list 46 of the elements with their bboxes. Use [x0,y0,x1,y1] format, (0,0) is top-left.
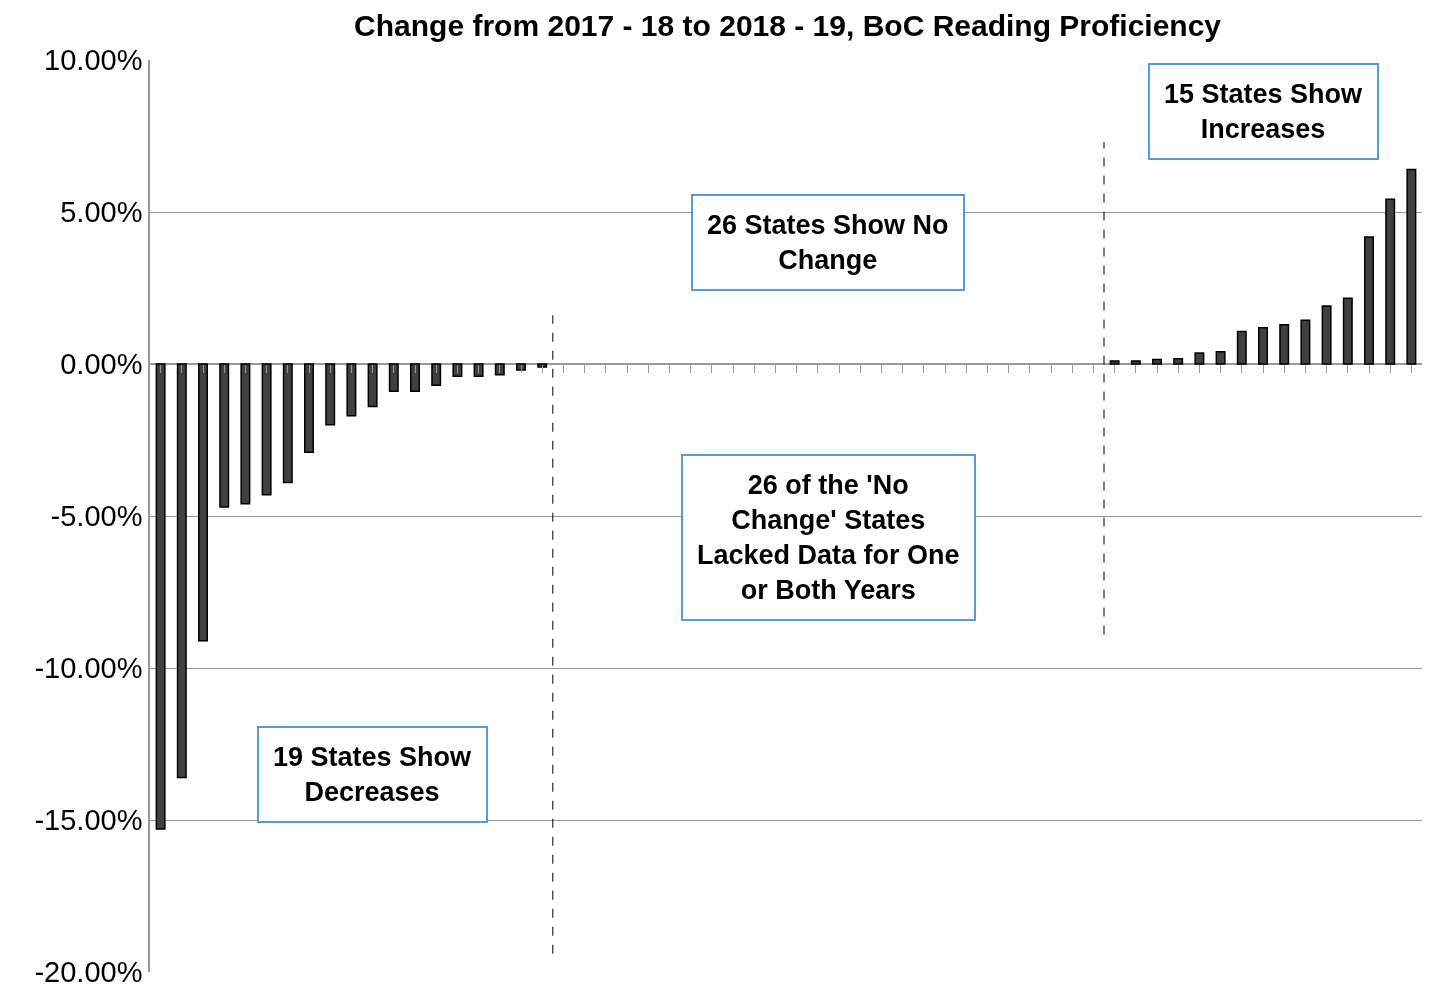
y-tick-label: -15.00% [34,804,143,837]
bar [452,363,463,377]
bar [410,363,420,393]
bar [1236,330,1247,365]
bar [1152,358,1162,365]
y-tick-label: 10.00% [44,44,143,77]
annotation: 26 of the 'No Change' States Lacked Data for One or Both Years [697,470,960,606]
bar [1321,305,1332,365]
bar [388,363,399,393]
bar [176,363,187,779]
bar [240,363,251,505]
y-tick-label: -5.00% [50,500,143,533]
bar [1364,236,1374,365]
y-tick-label: -10.00% [34,652,143,685]
bar [1300,319,1311,365]
bar [431,363,442,387]
annotation: 26 States Show No Change [707,210,949,276]
chart-title: Change from 2017 - 18 to 2018 - 19, BoC Reading Proficiency [354,8,1222,42]
y-tick-label: -20.00% [34,956,143,989]
bar [367,363,378,408]
bar [346,363,357,417]
bar [537,363,548,368]
bar [1258,327,1268,365]
bar [1406,168,1417,365]
bar [1279,324,1290,365]
bar [282,363,293,484]
annotation: 15 States Show Increases [1164,79,1364,145]
bar [1342,297,1353,365]
bar [198,363,208,642]
bar [1385,198,1396,365]
bar [1215,351,1226,365]
bar [1194,352,1205,365]
bar [219,363,230,508]
bar [516,363,526,371]
bar [304,363,314,453]
y-tick-label: 0.00% [60,348,143,381]
bar [1109,360,1120,365]
bar [1130,360,1141,365]
bar [1173,358,1184,365]
bar [325,363,336,426]
annotation: 19 States Show Decreases [273,742,473,808]
bar [261,363,272,496]
y-tick-label: 5.00% [60,196,143,229]
bar [473,363,484,377]
bar [494,363,505,376]
bar [155,363,166,830]
